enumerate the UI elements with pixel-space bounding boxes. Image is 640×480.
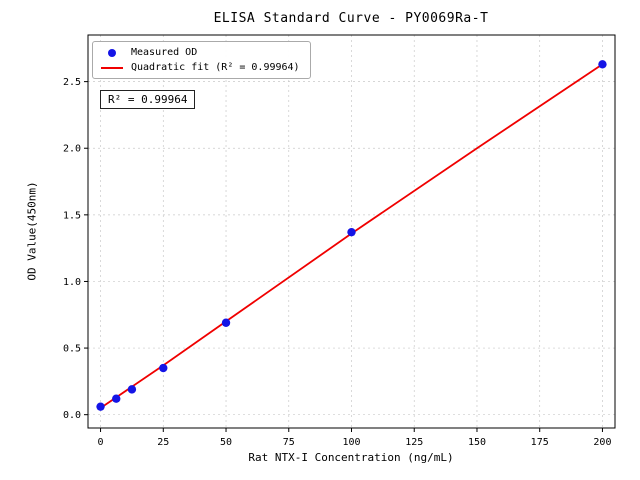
legend-entry-measured-od: Measured OD (99, 47, 300, 58)
legend-entry-quadratic-fit: Quadratic fit (R² = 0.99964) (99, 62, 300, 73)
x-tick-label: 0 (98, 437, 104, 448)
x-tick-label: 50 (220, 437, 232, 448)
quadratic-fit-line (100, 63, 603, 409)
x-tick-label: 25 (157, 437, 169, 448)
x-tick-label: 75 (283, 437, 295, 448)
y-tick-label: 1.5 (63, 210, 81, 221)
x-tick-label: 150 (468, 437, 486, 448)
x-tick-label: 100 (342, 437, 360, 448)
legend-swatch (99, 66, 125, 69)
x-axis-label: Rat NTX-I Concentration (ng/mL) (248, 451, 454, 464)
measured-od-marker-icon (108, 48, 116, 57)
r-squared-annotation: R² = 0.99964 (100, 90, 196, 109)
chart-title: ELISA Standard Curve - PY0069Ra-T (213, 11, 489, 26)
data-point (347, 227, 356, 237)
data-point (221, 318, 231, 327)
y-tick-label: 2.5 (63, 77, 81, 88)
x-tick-label: 125 (405, 437, 423, 448)
y-tick-label: 1.0 (63, 277, 81, 288)
legend: Measured OD Quadratic fit (R² = 0.99964) (92, 41, 311, 79)
x-tick-label: 175 (531, 437, 549, 448)
y-tick-label: 2.0 (63, 144, 81, 155)
y-axis-label: OD Value(450nm) (25, 181, 39, 281)
fit-line-swatch-icon (101, 66, 123, 69)
data-point (159, 363, 168, 373)
measured-od-points (96, 60, 607, 411)
plot-border (87, 34, 616, 429)
legend-swatch (99, 48, 125, 57)
legend-label: Measured OD (131, 47, 198, 58)
y-tick-label: 0.0 (63, 410, 81, 421)
legend-label: Quadratic fit (R² = 0.99964) (131, 62, 300, 73)
axis-ticks: 0 25 50 75 100 125 150 175 200 0.0 0.5 1.0 1.5 2.0 2.5 (63, 77, 612, 448)
data-point (96, 402, 105, 411)
data-point (127, 385, 137, 394)
x-tick-label: 200 (593, 437, 611, 448)
data-point (598, 60, 607, 69)
y-tick-label: 0.5 (63, 344, 81, 355)
data-point (112, 394, 121, 403)
